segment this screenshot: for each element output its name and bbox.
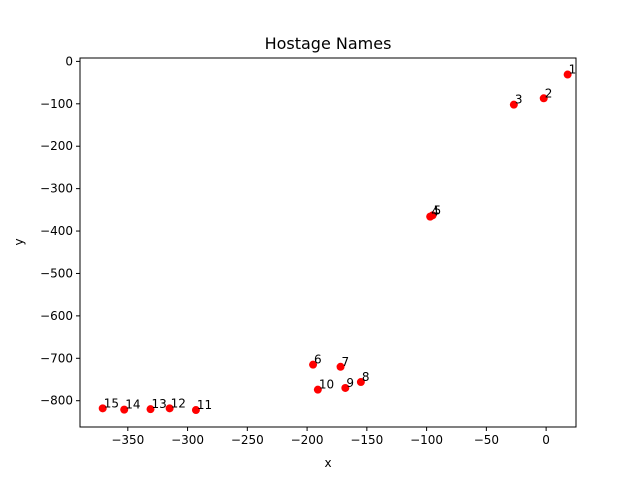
x-tick-label: −200 (291, 433, 324, 447)
data-point (428, 211, 437, 220)
data-point (98, 404, 107, 413)
x-tick-label: −100 (410, 433, 443, 447)
y-tick-label: −800 (40, 394, 73, 408)
x-tick-label: −250 (231, 433, 264, 447)
data-point (336, 362, 345, 371)
y-axis-label: y (12, 238, 26, 245)
x-tick-label: −350 (111, 433, 144, 447)
data-point-label: 15 (104, 396, 119, 410)
x-tick-label: −300 (171, 433, 204, 447)
data-points (98, 70, 572, 415)
data-point (146, 405, 155, 414)
data-point-label: 1 (569, 63, 577, 77)
data-point-label: 3 (515, 93, 523, 107)
data-point-label: 11 (197, 398, 212, 412)
data-point (313, 385, 322, 394)
data-point-label: 4 (431, 205, 439, 219)
y-tick-label: −300 (40, 182, 73, 196)
data-point (120, 405, 129, 414)
data-point (539, 94, 548, 103)
x-axis-ticks: −350 −300 −250 −200 −150 −100 −50 0 (111, 427, 550, 447)
y-axis-ticks: 0 −100 −200 −300 −400 −500 −600 −700 −800 (40, 54, 80, 408)
data-point-label: 7 (342, 355, 350, 369)
x-tick-label: −150 (350, 433, 383, 447)
y-tick-label: −700 (40, 351, 73, 365)
y-tick-label: −400 (40, 224, 73, 238)
data-point-label: 9 (346, 376, 354, 390)
data-point-label: 8 (362, 370, 370, 384)
data-point-label: 2 (545, 86, 553, 100)
data-point (341, 383, 350, 392)
data-point-label: 12 (171, 396, 186, 410)
data-point-label: 10 (319, 378, 334, 392)
data-point (309, 360, 318, 369)
data-point (509, 100, 518, 109)
data-point (191, 406, 200, 415)
y-tick-label: −200 (40, 139, 73, 153)
data-point-label: 13 (152, 397, 167, 411)
y-tick-label: −500 (40, 266, 73, 280)
data-point (356, 378, 365, 387)
x-axis-label: x (324, 456, 331, 470)
y-tick-label: −100 (40, 97, 73, 111)
data-point-label: 14 (125, 398, 140, 412)
data-point (563, 70, 572, 79)
y-tick-label: 0 (65, 54, 73, 68)
plot-frame (79, 57, 577, 428)
chart-title: Hostage Names (265, 34, 392, 53)
data-point (165, 404, 174, 413)
data-point-label: 5 (434, 203, 442, 217)
data-point-label: 6 (314, 353, 322, 367)
x-tick-label: 0 (542, 433, 550, 447)
x-tick-label: −50 (474, 433, 499, 447)
y-tick-label: −600 (40, 309, 73, 323)
